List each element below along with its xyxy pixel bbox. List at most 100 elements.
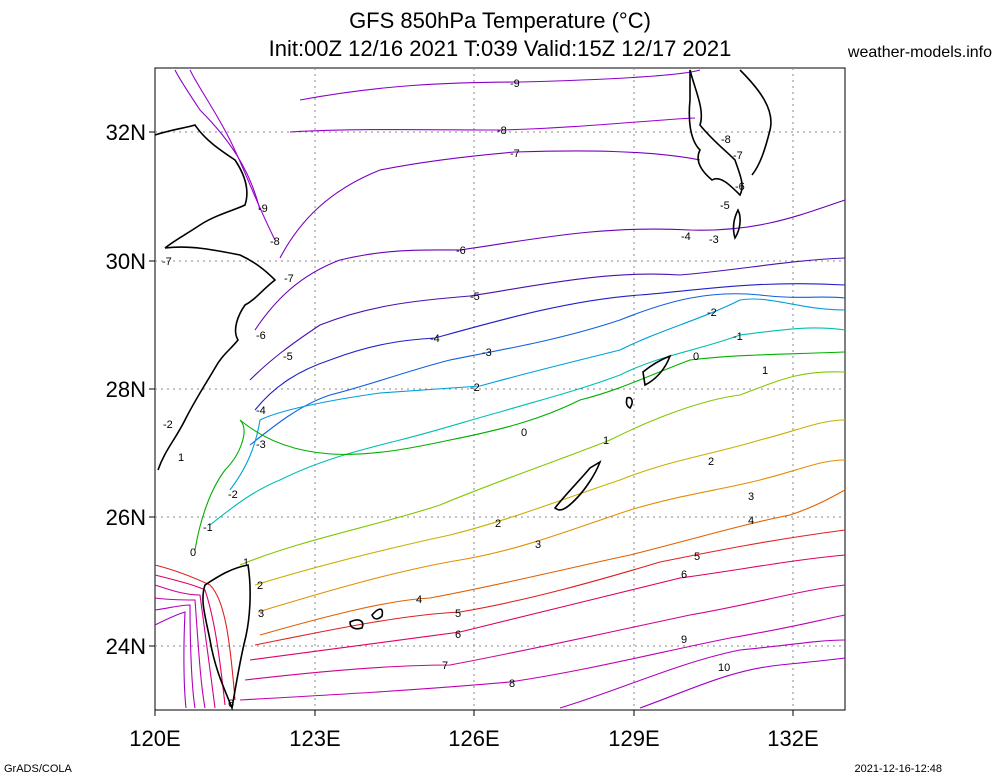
coast-okinawa [553, 460, 602, 511]
isotherm-1 [239, 371, 846, 566]
isotherm-0 [194, 351, 846, 551]
label-minus-8-coast: -8 [270, 236, 280, 248]
lat-label-24n: 24N [106, 634, 146, 659]
isotherm-6 [249, 554, 846, 661]
isotherm-2 [254, 419, 846, 586]
label-6-taiwan: 6 [228, 698, 234, 710]
label-minus-9: -9 [510, 78, 520, 90]
map-subtitle: Init:00Z 12/16 2021 T:039 Valid:15Z 12/1… [268, 36, 732, 61]
label-0-east: 0 [693, 351, 699, 363]
isotherm-minus-9-west [174, 69, 261, 211]
coast-taiwan [202, 564, 251, 711]
label-minus-5: -5 [470, 291, 480, 303]
label-5: 5 [694, 551, 700, 563]
map-ticks [149, 131, 794, 716]
label-4: 4 [748, 515, 754, 527]
map-title: GFS 850hPa Temperature (°C) [349, 8, 651, 33]
contour-labels: -9 -9 -8 -8 -8 -7 -7 -7 -7 -6 -6 -6 -5 -… [162, 78, 768, 710]
isotherm-taiwan-8 [154, 597, 206, 709]
isotherm-taiwan-9 [154, 604, 196, 709]
isotherm-minus-1 [209, 327, 846, 526]
isotherms [154, 69, 846, 709]
isotherm-7 [244, 584, 846, 681]
label-10: 10 [718, 662, 730, 674]
label-minus-5-west: -5 [283, 351, 293, 363]
label-minus-3-east: -3 [709, 234, 719, 246]
lon-label-126e: 126E [448, 726, 499, 751]
label-6: 6 [681, 569, 687, 581]
isotherm-10 [639, 657, 846, 709]
isotherm-minus-8 [289, 117, 696, 133]
label-3: 3 [748, 491, 754, 503]
label-0: 0 [521, 427, 527, 439]
coast-tokunoshima [625, 396, 633, 410]
label-3-west: 3 [258, 608, 264, 620]
lon-label-129e: 129E [608, 726, 659, 751]
isotherm-3 [257, 459, 846, 613]
label-minus-2-east: -2 [707, 307, 717, 319]
coast-shikoku [739, 69, 772, 176]
label-minus-8-east: -8 [721, 134, 731, 146]
label-9: 9 [681, 634, 687, 646]
lon-label-123e: 123E [289, 726, 340, 751]
label-8: 8 [509, 678, 515, 690]
coast-amami [642, 354, 672, 387]
lon-label-132e: 132E [767, 726, 818, 751]
isotherm-taiwan-5 [154, 564, 236, 701]
isotherm-minus-9 [299, 69, 701, 101]
coast-miyako [349, 619, 364, 630]
isotherm-minus-6 [254, 199, 846, 331]
label-minus-4-east: -4 [681, 231, 691, 243]
footer-software: GrADS/COLA [4, 763, 72, 775]
isotherm-4 [259, 489, 846, 636]
label-minus-3-west: -3 [256, 439, 266, 451]
label-1-east: 1 [762, 365, 768, 377]
isotherm-minus-4 [254, 283, 846, 411]
label-minus-2-southwest: -2 [228, 489, 238, 501]
isotherm-minus-8-west [189, 69, 276, 241]
coast-kyushu [688, 69, 743, 197]
label-minus-2-west: -2 [163, 419, 173, 431]
lat-label-32n: 32N [106, 120, 146, 145]
isotherm-5 [254, 529, 846, 646]
coast-china-south [157, 246, 277, 471]
label-2-west: 2 [257, 580, 263, 592]
isotherm-8 [239, 614, 846, 701]
label-minus-7-coast: -7 [284, 273, 294, 285]
label-2-mid: 2 [495, 518, 501, 530]
footer-timestamp: 2021-12-16-12:48 [854, 763, 942, 775]
label-minus-6-west: -6 [256, 330, 266, 342]
label-1-south: 1 [243, 557, 249, 569]
lat-label-26n: 26N [106, 505, 146, 530]
label-minus-4: -4 [430, 333, 440, 345]
isotherm-taiwan-10 [154, 611, 187, 709]
isotherm-minus-3 [249, 293, 846, 446]
label-minus-3: -3 [482, 347, 492, 359]
lon-label-120e: 120E [129, 726, 180, 751]
label-6-west: 6 [455, 629, 461, 641]
label-minus-1: -1 [733, 331, 743, 343]
label-minus-1-west: -1 [203, 522, 213, 534]
label-1-west: 1 [178, 452, 184, 464]
isotherm-minus-7 [279, 150, 701, 259]
coast-ishigaki [371, 608, 384, 620]
label-2: 2 [708, 456, 714, 468]
map-grid [155, 68, 845, 710]
coast-china-north [154, 124, 248, 249]
label-3-mid: 3 [535, 539, 541, 551]
label-0-west: 0 [190, 547, 196, 559]
label-minus-2: -2 [470, 382, 480, 394]
label-minus-6-east: -6 [735, 181, 745, 193]
isotherm-minus-2 [229, 298, 846, 491]
isotherm-taiwan-6 [154, 574, 226, 706]
label-5-west: 5 [455, 608, 461, 620]
label-minus-7-west: -7 [162, 256, 172, 268]
coastlines [154, 69, 772, 711]
lat-label-30n: 30N [106, 249, 146, 274]
isotherm-9 [559, 639, 846, 709]
coast-tanegashima [732, 208, 741, 240]
label-minus-5-east: -5 [720, 200, 730, 212]
isotherm-taiwan-7 [154, 584, 216, 709]
label-minus-9-west: -9 [258, 203, 268, 215]
